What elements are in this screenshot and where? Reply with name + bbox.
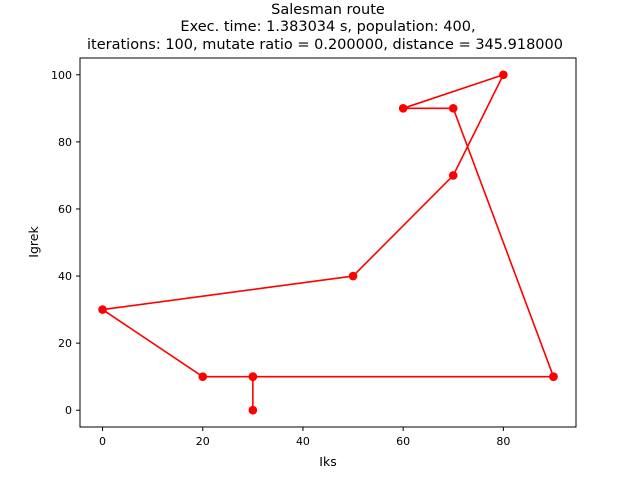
- y-tick-label: 40: [58, 270, 72, 283]
- x-tick-label: 80: [496, 435, 510, 448]
- route-line: [101, 73, 555, 412]
- x-axis-ticks: 0 20 40 60 80: [99, 427, 510, 448]
- chart-subtitle-line-1: Exec. time: 1.383034 s, population: 400,: [180, 19, 475, 35]
- city-point: [248, 405, 258, 415]
- city-point: [348, 271, 358, 281]
- x-tick-label: 0: [99, 435, 106, 448]
- city-point: [248, 372, 258, 381]
- y-axis-label: Igrek: [26, 226, 41, 258]
- city-point: [398, 104, 408, 113]
- y-tick-label: 100: [51, 69, 72, 82]
- city-point: [549, 372, 558, 381]
- plot-area: [98, 70, 558, 415]
- city-point: [448, 171, 458, 180]
- y-tick-label: 80: [58, 136, 72, 149]
- y-axis-ticks: 0 20 40 60 80 100: [51, 69, 80, 417]
- city-point: [499, 70, 508, 80]
- city-point: [98, 305, 107, 314]
- x-axis-label: Iks: [319, 454, 336, 469]
- chart-subtitle-line-2: iterations: 100, mutate ratio = 0.200000…: [87, 37, 563, 53]
- x-tick-label: 20: [196, 435, 210, 448]
- x-tick-label: 60: [396, 435, 410, 448]
- y-tick-label: 20: [58, 337, 72, 350]
- x-tick-label: 40: [296, 435, 310, 448]
- axes-frame: [79, 57, 577, 428]
- city-point: [198, 372, 208, 381]
- chart-title: Salesman route: [271, 2, 385, 18]
- y-tick-label: 0: [65, 404, 72, 417]
- y-tick-label: 60: [58, 203, 72, 216]
- city-point: [448, 104, 458, 113]
